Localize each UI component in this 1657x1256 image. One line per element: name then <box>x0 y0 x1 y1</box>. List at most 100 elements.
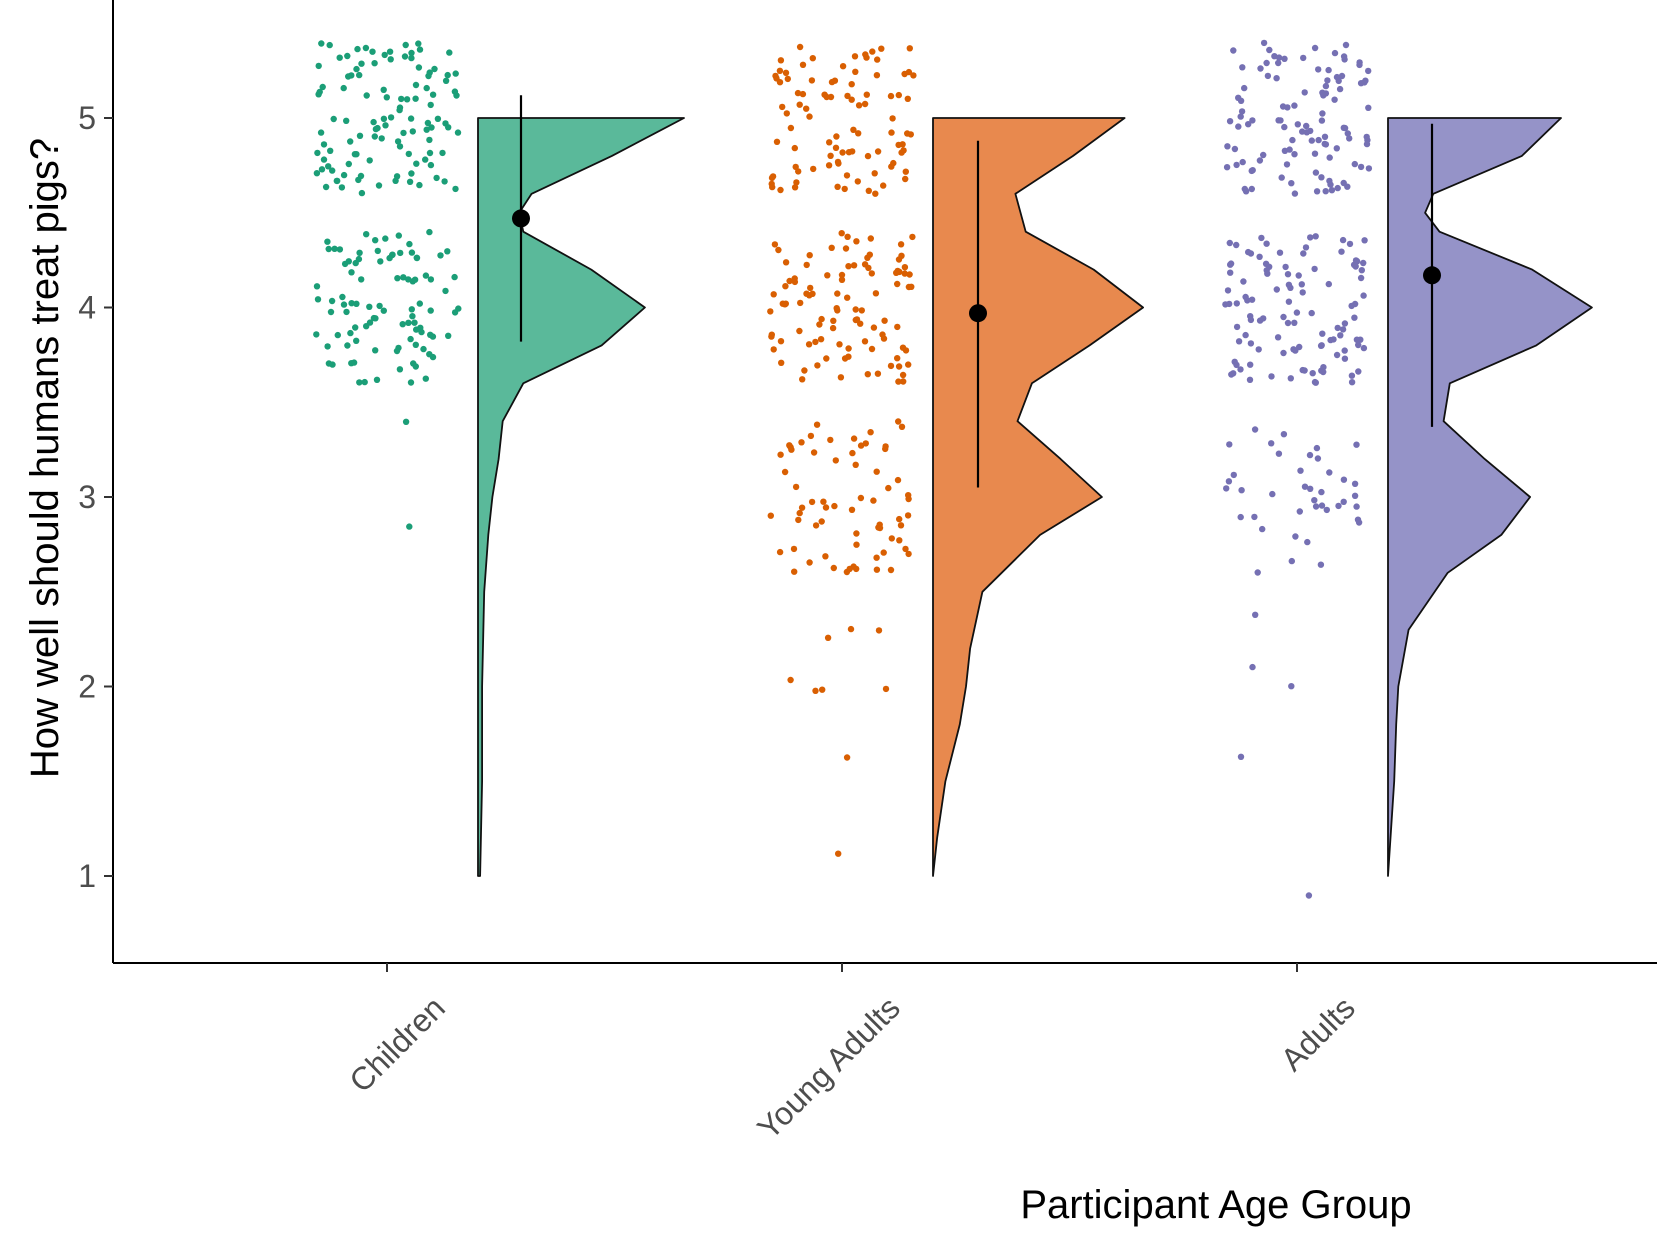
data-point <box>372 347 379 354</box>
x-tick-label: Children <box>342 989 452 1099</box>
data-point <box>801 367 808 374</box>
data-point <box>347 329 354 337</box>
data-point <box>405 276 412 283</box>
data-point <box>1241 84 1248 92</box>
data-point <box>382 235 389 242</box>
data-point <box>400 274 407 281</box>
data-point <box>1240 278 1247 285</box>
data-point <box>909 233 916 241</box>
data-point <box>1248 296 1256 303</box>
data-point <box>796 43 804 51</box>
data-point <box>363 323 370 330</box>
data-point <box>792 483 800 491</box>
data-point <box>1340 124 1348 131</box>
data-point <box>1309 370 1316 377</box>
data-point <box>350 359 358 366</box>
data-point <box>858 307 865 314</box>
data-point <box>1331 49 1339 57</box>
data-point <box>454 129 462 136</box>
data-point <box>864 371 871 378</box>
data-point <box>356 379 363 386</box>
data-point <box>868 345 876 353</box>
data-point <box>897 241 905 248</box>
data-point <box>1361 237 1368 244</box>
data-point <box>810 165 817 173</box>
data-point <box>1284 271 1292 278</box>
data-point <box>1295 272 1302 279</box>
data-point <box>827 436 834 444</box>
data-point <box>791 275 798 282</box>
data-point <box>1341 355 1349 362</box>
data-point <box>1233 323 1241 331</box>
data-point <box>423 126 430 133</box>
data-point <box>830 317 837 324</box>
data-point <box>812 687 819 694</box>
data-point <box>895 363 903 370</box>
data-point <box>1245 248 1252 256</box>
group-children <box>313 40 685 877</box>
data-point <box>1335 502 1342 510</box>
data-point <box>904 512 912 519</box>
data-point <box>445 332 452 339</box>
data-point <box>1348 379 1356 386</box>
data-point <box>1321 140 1328 148</box>
data-point <box>401 53 409 60</box>
data-point <box>340 171 348 179</box>
data-point <box>1254 569 1261 576</box>
data-point <box>1303 122 1310 130</box>
data-point <box>1351 300 1359 308</box>
data-point <box>1312 503 1320 510</box>
data-point <box>361 378 368 386</box>
data-point <box>402 41 409 49</box>
data-point <box>1336 85 1344 93</box>
data-point <box>1330 336 1337 343</box>
data-point <box>907 131 914 138</box>
data-point <box>1365 104 1372 112</box>
data-point <box>313 283 321 290</box>
data-point <box>905 68 913 76</box>
data-point <box>445 124 452 131</box>
data-point <box>415 64 423 71</box>
data-point <box>880 335 888 342</box>
data-point <box>398 95 405 103</box>
data-point <box>899 371 907 379</box>
data-point <box>1251 426 1259 433</box>
data-point <box>1230 47 1237 54</box>
data-point <box>1325 280 1333 288</box>
data-point <box>769 173 777 180</box>
data-point <box>396 143 404 150</box>
data-point <box>791 184 799 191</box>
data-point <box>1318 488 1325 496</box>
data-point <box>770 291 777 298</box>
data-point <box>444 248 451 255</box>
data-point <box>895 378 902 385</box>
data-point <box>803 261 810 269</box>
data-point <box>329 167 336 174</box>
data-point <box>327 147 334 154</box>
data-point <box>895 418 902 425</box>
data-point <box>340 301 348 308</box>
data-point <box>1311 44 1319 52</box>
data-point <box>906 45 913 52</box>
data-point <box>1311 497 1318 504</box>
data-point <box>1280 349 1287 357</box>
data-point <box>876 524 884 532</box>
data-point <box>1225 478 1233 485</box>
data-point <box>410 360 417 367</box>
data-point <box>1285 298 1293 305</box>
data-point <box>371 60 378 67</box>
data-point <box>1276 249 1284 256</box>
data-point <box>363 231 370 238</box>
data-point <box>1247 361 1254 368</box>
data-point <box>407 335 414 343</box>
data-point <box>1282 263 1289 271</box>
data-point <box>834 290 841 297</box>
data-point <box>355 255 363 263</box>
y-axis: 1 2 3 4 5 <box>78 100 113 894</box>
data-point <box>851 53 859 60</box>
data-point <box>813 421 821 428</box>
data-point <box>1246 376 1254 383</box>
data-point <box>386 254 393 262</box>
data-point <box>806 252 813 259</box>
data-point <box>371 133 378 140</box>
